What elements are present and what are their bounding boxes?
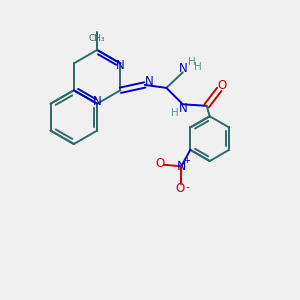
Text: +: +	[183, 156, 190, 165]
Text: O: O	[155, 157, 165, 170]
Text: N: N	[116, 59, 125, 72]
Text: H: H	[194, 62, 202, 72]
Text: N: N	[179, 102, 188, 115]
Text: -: -	[185, 182, 189, 192]
Text: N: N	[179, 62, 188, 75]
Text: H: H	[172, 108, 179, 118]
Text: O: O	[218, 79, 227, 92]
Text: N: N	[145, 75, 153, 88]
Text: CH₃: CH₃	[89, 34, 105, 43]
Text: H: H	[188, 57, 196, 67]
Text: O: O	[175, 182, 184, 195]
Text: N: N	[93, 95, 101, 108]
Text: N: N	[177, 160, 186, 173]
